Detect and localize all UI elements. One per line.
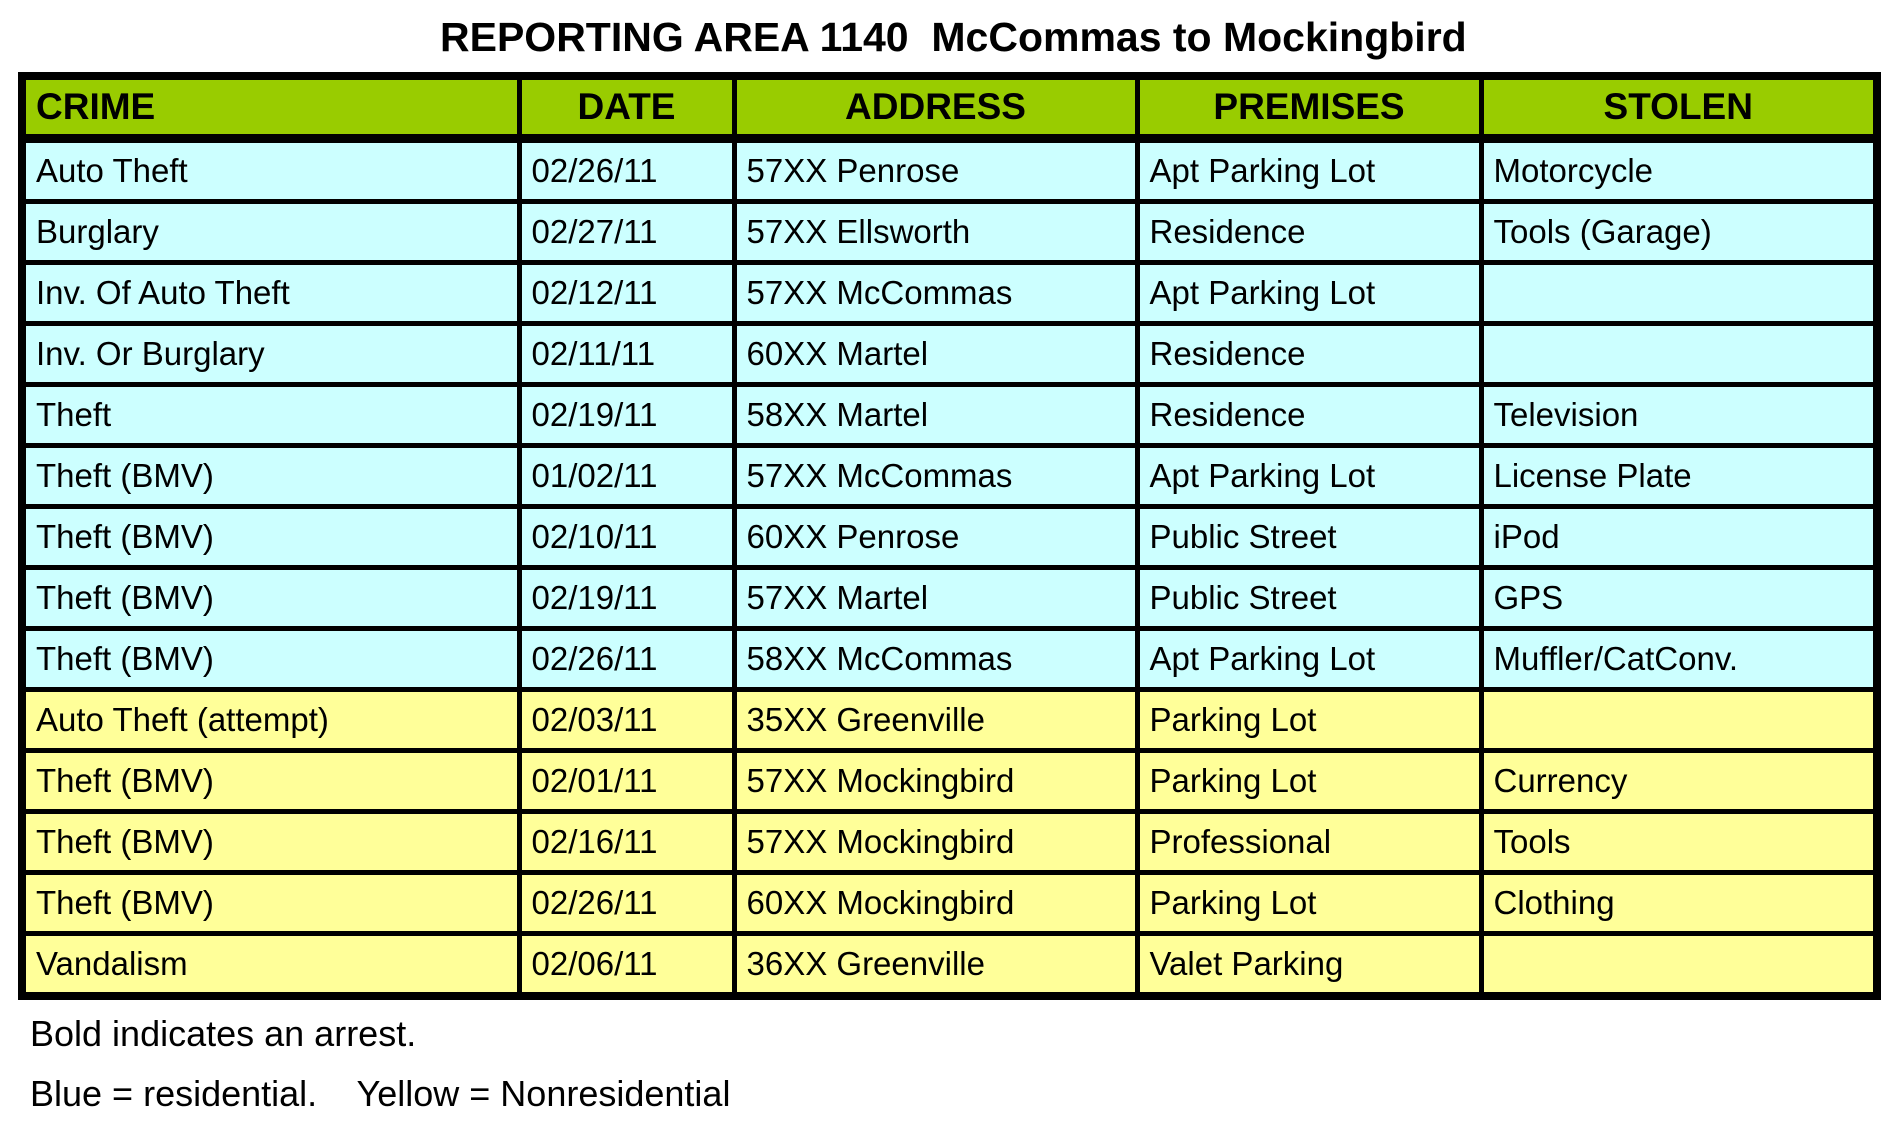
table-cell-stolen: iPod	[1478, 504, 1880, 570]
table-cell-crime: Inv. Of Auto Theft	[19, 260, 522, 326]
table-cell-premises: Apt Parking Lot	[1134, 443, 1484, 509]
table-cell-date: 02/06/11	[516, 931, 737, 999]
table-cell-stolen	[1478, 687, 1880, 753]
column-header-stolen: STOLEN	[1478, 73, 1880, 143]
table-row: Theft (BMV) 02/26/11 58XX McCommas Apt Park…	[19, 626, 1880, 692]
table-cell-date: 02/26/11	[516, 136, 737, 204]
column-header-premises: PREMISES	[1134, 73, 1484, 143]
table-cell-address: 60XX Mockingbird	[731, 870, 1140, 936]
table-cell-stolen: Tools	[1478, 809, 1880, 875]
table-cell-stolen: Muffler/CatConv.	[1478, 626, 1880, 692]
table-cell-address: 58XX Martel	[731, 382, 1140, 448]
table-cell-stolen: Television	[1478, 382, 1880, 448]
table-cell-date: 02/26/11	[516, 626, 737, 692]
table-cell-stolen: GPS	[1478, 565, 1880, 631]
table-cell-address: 57XX McCommas	[731, 260, 1140, 326]
table-cell-stolen: License Plate	[1478, 443, 1880, 509]
table-row: Auto Theft (attempt) 02/03/11 35XX Greenvi…	[19, 687, 1880, 753]
table-cell-address: 35XX Greenville	[731, 687, 1140, 753]
table-cell-address: 57XX Ellsworth	[731, 199, 1140, 265]
table-row: Theft (BMV) 02/16/11 57XX Mockingbird Profe…	[19, 809, 1880, 875]
table-cell-premises: Parking Lot	[1134, 870, 1484, 936]
table-row: Theft (BMV) 02/26/11 60XX Mockingbird Parki…	[19, 870, 1880, 936]
crime-report-table: CRIME DATE ADDRESS PREMISES STOLEN Auto …	[18, 72, 1881, 1000]
table-cell-date: 02/01/11	[516, 748, 737, 814]
table-cell-premises: Parking Lot	[1134, 748, 1484, 814]
table-cell-date: 02/16/11	[516, 809, 737, 875]
table-row: Vandalism 02/06/11 36XX Greenville Valet Pa…	[19, 931, 1880, 999]
table-cell-crime: Theft (BMV)	[19, 809, 522, 875]
table-cell-premises: Public Street	[1134, 565, 1484, 631]
table-cell-crime: Theft (BMV)	[19, 870, 522, 936]
table-cell-crime: Vandalism	[19, 931, 522, 999]
table-cell-crime: Theft (BMV)	[19, 565, 522, 631]
table-cell-crime: Burglary	[19, 199, 522, 265]
table-cell-date: 02/19/11	[516, 565, 737, 631]
table-cell-stolen	[1478, 931, 1880, 999]
column-header-date: DATE	[516, 73, 737, 143]
table-cell-date: 02/19/11	[516, 382, 737, 448]
table-cell-premises: Residence	[1134, 199, 1484, 265]
table-cell-stolen: Clothing	[1478, 870, 1880, 936]
table-cell-stolen: Currency	[1478, 748, 1880, 814]
table-row: Theft (BMV) 02/01/11 57XX Mockingbird Parki…	[19, 748, 1880, 814]
table-cell-premises: Parking Lot	[1134, 687, 1484, 753]
table-cell-premises: Residence	[1134, 382, 1484, 448]
table-cell-date: 02/12/11	[516, 260, 737, 326]
table-cell-address: 57XX McCommas	[731, 443, 1140, 509]
page-title: REPORTING AREA 1140 McCommas to Mockingb…	[440, 14, 1467, 60]
table-cell-premises: Apt Parking Lot	[1134, 260, 1484, 326]
table-cell-address: 58XX McCommas	[731, 626, 1140, 692]
table-cell-date: 02/03/11	[516, 687, 737, 753]
table-cell-date: 01/02/11	[516, 443, 737, 509]
table-cell-premises: Apt Parking Lot	[1134, 136, 1484, 204]
column-header-address: ADDRESS	[731, 73, 1140, 143]
table-row: Auto Theft 02/26/11 57XX Penrose Apt Parkin…	[19, 136, 1880, 204]
table-cell-crime: Theft (BMV)	[19, 504, 522, 570]
table-cell-crime: Theft (BMV)	[19, 443, 522, 509]
table-cell-premises: Valet Parking	[1134, 931, 1484, 999]
table-cell-date: 02/11/11	[516, 321, 737, 387]
table-cell-address: 36XX Greenville	[731, 931, 1140, 999]
table-row: Theft 02/19/11 58XX Martel Residence Televis…	[19, 382, 1880, 448]
table-cell-address: 57XX Mockingbird	[731, 748, 1140, 814]
table-cell-crime: Inv. Or Burglary	[19, 321, 522, 387]
table-cell-premises: Professional	[1134, 809, 1484, 875]
column-header-crime: CRIME	[19, 73, 522, 143]
table-cell-date: 02/26/11	[516, 870, 737, 936]
table-cell-address: 60XX Martel	[731, 321, 1140, 387]
table-cell-address: 57XX Martel	[731, 565, 1140, 631]
table-row: Theft (BMV) 02/10/11 60XX Penrose Public St…	[19, 504, 1880, 570]
table-row: Theft (BMV) 02/19/11 57XX Martel Public Str…	[19, 565, 1880, 631]
table-cell-crime: Auto Theft	[19, 136, 522, 204]
table-cell-stolen: Motorcycle	[1478, 136, 1880, 204]
table-cell-date: 02/27/11	[516, 199, 737, 265]
table-cell-crime: Theft (BMV)	[19, 748, 522, 814]
table-cell-crime: Theft (BMV)	[19, 626, 522, 692]
table-cell-premises: Apt Parking Lot	[1134, 626, 1484, 692]
table-cell-stolen	[1478, 260, 1880, 326]
table-cell-stolen: Tools (Garage)	[1478, 199, 1880, 265]
table-cell-premises: Residence	[1134, 321, 1484, 387]
table-row: Inv. Or Burglary 02/11/11 60XX Martel Resid…	[19, 321, 1880, 387]
table-cell-crime: Auto Theft (attempt)	[19, 687, 522, 753]
table-cell-crime: Theft	[19, 382, 522, 448]
legend-arrest-note: Bold indicates an arrest.	[30, 1013, 417, 1054]
table-row: Inv. Of Auto Theft 02/12/11 57XX McCommas A…	[19, 260, 1880, 326]
table-cell-premises: Public Street	[1134, 504, 1484, 570]
table-header-row: CRIME DATE ADDRESS PREMISES STOLEN	[19, 73, 1880, 143]
table-row: Theft (BMV) 01/02/11 57XX McCommas Apt Park…	[19, 443, 1880, 509]
table-cell-stolen	[1478, 321, 1880, 387]
legend-color-note: Blue = residential. Yellow = Nonresident…	[30, 1073, 731, 1114]
table-cell-address: 57XX Penrose	[731, 136, 1140, 204]
table-cell-date: 02/10/11	[516, 504, 737, 570]
table-cell-address: 60XX Penrose	[731, 504, 1140, 570]
table-cell-address: 57XX Mockingbird	[731, 809, 1140, 875]
table-row: Burglary 02/27/11 57XX Ellsworth Residence T…	[19, 199, 1880, 265]
